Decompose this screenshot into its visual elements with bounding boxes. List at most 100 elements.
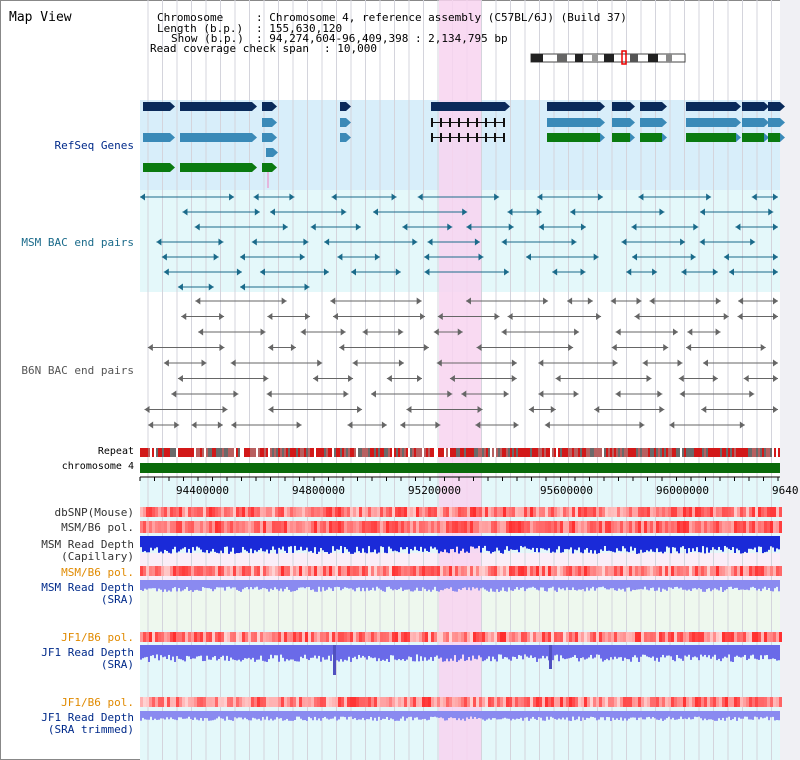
read-depth-bar (700, 580, 702, 590)
read-depth-bar (486, 580, 488, 591)
bac-end-marker (596, 313, 602, 320)
read-depth-bar (318, 536, 320, 552)
heatmap-cell (431, 521, 434, 533)
heatmap-cell (614, 521, 617, 533)
repeat-mark (154, 448, 156, 457)
chromosome-ideogram[interactable] (530, 50, 686, 65)
read-depth-bar (744, 536, 746, 552)
heatmap-cell (233, 507, 236, 517)
read-depth-bar (746, 711, 748, 717)
read-depth-bar (498, 580, 500, 592)
read-depth-bar (522, 645, 524, 660)
repeat-mark (382, 448, 384, 457)
read-depth-bar (178, 645, 180, 659)
read-depth-bar (388, 580, 390, 587)
heatmap-cell (644, 697, 647, 707)
heatmap-cell (590, 566, 593, 576)
read-depth-bar (764, 711, 766, 718)
gene-arrow (662, 133, 667, 142)
read-depth-bar (232, 580, 234, 588)
heatmap-cell (632, 566, 635, 576)
read-depth-bar (682, 580, 684, 590)
read-depth-bar (372, 536, 374, 553)
heatmap-cell (536, 697, 539, 707)
read-depth-bar (182, 580, 184, 591)
heatmap-cell (626, 507, 629, 517)
read-depth-bar (714, 536, 716, 550)
bac-end-marker (347, 421, 353, 429)
msm-bac-track[interactable] (140, 193, 778, 291)
heatmap-cell (476, 566, 479, 576)
repeat-mark (252, 448, 254, 457)
bac-end-marker (687, 328, 693, 336)
heatmap-cell (617, 697, 620, 707)
read-depth-bar (146, 536, 148, 553)
heatmap-cell (500, 521, 503, 533)
read-depth-bar (384, 645, 386, 661)
read-depth-bar (256, 580, 258, 587)
track-label-msm-bac[interactable]: MSM BAC end pairs (21, 236, 134, 249)
repeat-mark (230, 448, 232, 457)
heatmap-cell (686, 507, 689, 517)
refseq-genes-track[interactable] (143, 102, 785, 188)
read-depth-bar (276, 536, 278, 554)
bac-end-marker (626, 268, 632, 276)
read-depth-bar (186, 580, 188, 588)
heatmap-cell (368, 521, 371, 533)
repeat-mark (718, 448, 720, 457)
gene-block (180, 133, 252, 142)
read-depth-bar (688, 536, 690, 549)
heatmap-cell (299, 697, 302, 707)
heatmap-cell (341, 566, 344, 576)
heatmap-cell (329, 632, 332, 642)
read-depth-bar (512, 580, 514, 591)
read-depth-bar (652, 536, 654, 552)
read-depth-bar (250, 536, 252, 549)
heatmap-cell (362, 697, 365, 707)
heatmap-cell (491, 697, 494, 707)
read-depth-bar (418, 580, 420, 591)
heatmap-cell (284, 697, 287, 707)
track-label-refseq[interactable]: RefSeq Genes (54, 139, 134, 152)
read-depth-bar (560, 645, 562, 656)
repeat-mark (626, 448, 628, 457)
heatmap-cell (539, 521, 542, 533)
repeat-mark (236, 448, 238, 457)
bac-end-marker (475, 421, 481, 429)
heatmap-cell (398, 697, 401, 707)
track-label-b6n-bac[interactable]: B6N BAC end pairs (21, 364, 134, 377)
read-depth-bar (600, 580, 602, 588)
repeat-mark (544, 448, 546, 457)
read-depth-bar (510, 645, 512, 661)
read-depth-bar (140, 580, 142, 591)
read-depth-bar (596, 580, 598, 589)
read-depth-bar (486, 645, 488, 659)
repeat-mark (664, 448, 666, 457)
heatmap-cell (272, 697, 275, 707)
read-depth-bar (732, 711, 734, 720)
read-depth-bar (726, 645, 728, 658)
heatmap-cell (464, 566, 467, 576)
read-depth-bar (482, 580, 484, 588)
repeat-mark (458, 448, 460, 457)
repeat-mark (516, 448, 518, 457)
read-depth-bar (182, 711, 184, 719)
heatmap-cell (140, 632, 143, 642)
heatmap-cell (755, 632, 758, 642)
axis-tick-label: 96000000 (656, 484, 709, 497)
read-depth-bar (728, 580, 730, 587)
heatmap-cell (584, 507, 587, 517)
repeat-mark (424, 448, 426, 457)
heatmap-cell (314, 566, 317, 576)
right-scroll-strip[interactable] (780, 0, 800, 760)
repeat-mark (404, 448, 406, 457)
read-depth-bar (274, 580, 276, 588)
read-depth-bar (286, 536, 288, 553)
b6n-bac-track[interactable] (144, 297, 778, 429)
repeat-mark (414, 448, 416, 457)
heatmap-cell (218, 632, 221, 642)
bac-end-marker (182, 208, 188, 216)
heatmap-cell (617, 521, 620, 533)
read-depth-bar (620, 645, 622, 658)
read-depth-bar (352, 711, 354, 720)
